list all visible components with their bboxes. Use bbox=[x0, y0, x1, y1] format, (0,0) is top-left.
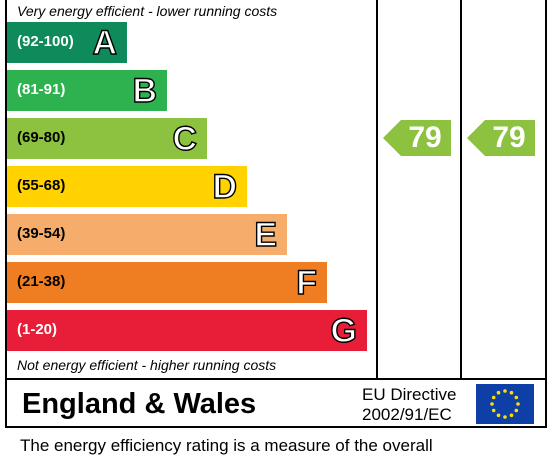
band-range-label: (39-54) bbox=[17, 225, 66, 242]
region-label: England & Wales bbox=[22, 388, 257, 420]
rating-value: 79 bbox=[408, 121, 442, 154]
epc-frame bbox=[5, 0, 547, 428]
flag-star bbox=[496, 390, 501, 395]
footer-text: The energy efficiency rating is a measur… bbox=[20, 436, 433, 455]
bottom-note: Not energy efficient - higher running co… bbox=[17, 357, 277, 373]
band-f: (21-38) F bbox=[7, 262, 327, 303]
flag-star bbox=[509, 413, 514, 418]
band-letter: B bbox=[132, 71, 158, 110]
band-range-label: (92-100) bbox=[17, 33, 74, 50]
directive-line-1: EU Directive bbox=[362, 385, 457, 404]
band-range-label: (1-20) bbox=[17, 321, 58, 338]
band-letter: G bbox=[330, 311, 358, 350]
band-range-label: (21-38) bbox=[17, 273, 66, 290]
band-g: (1-20) G bbox=[7, 310, 367, 351]
flag-star bbox=[503, 389, 507, 393]
flag-star bbox=[514, 408, 519, 413]
band-letter: E bbox=[254, 215, 278, 254]
rating-arrow-shape bbox=[467, 120, 535, 156]
flag-star bbox=[491, 395, 496, 400]
rating-value: 79 bbox=[492, 121, 526, 154]
potential-rating-arrow: 79 bbox=[467, 120, 537, 156]
band-letter: C bbox=[172, 119, 198, 158]
top-note: Very energy efficient - lower running co… bbox=[17, 3, 278, 19]
flag-star bbox=[509, 390, 514, 395]
flag-star bbox=[503, 415, 507, 419]
column-divider bbox=[460, 0, 462, 378]
eu-directive: EU Directive 2002/91/EC bbox=[362, 385, 456, 425]
directive-line-2: 2002/91/EC bbox=[362, 405, 452, 424]
flag-star bbox=[491, 408, 496, 413]
band-range-label: (81-91) bbox=[17, 81, 66, 98]
footer-divider bbox=[5, 378, 547, 380]
flag-star bbox=[490, 402, 494, 406]
band-letter: A bbox=[92, 23, 118, 62]
flag-star bbox=[514, 395, 519, 400]
band-c: (69-80) C bbox=[7, 118, 207, 159]
flag-star bbox=[496, 413, 501, 418]
eu-flag-icon bbox=[476, 384, 534, 424]
band-b: (81-91) B bbox=[7, 70, 167, 111]
band-letter: D bbox=[212, 167, 238, 206]
band-e: (39-54) E bbox=[7, 214, 287, 255]
band-d: (55-68) D bbox=[7, 166, 247, 207]
rating-arrow-shape bbox=[383, 120, 451, 156]
current-rating-arrow: 79 bbox=[383, 120, 453, 156]
flag-star bbox=[516, 402, 520, 406]
band-range-label: (55-68) bbox=[17, 177, 66, 194]
band-range-label: (69-80) bbox=[17, 129, 66, 146]
band-letter: F bbox=[296, 263, 318, 302]
band-a: (92-100) A bbox=[7, 22, 127, 63]
column-divider bbox=[376, 0, 378, 378]
